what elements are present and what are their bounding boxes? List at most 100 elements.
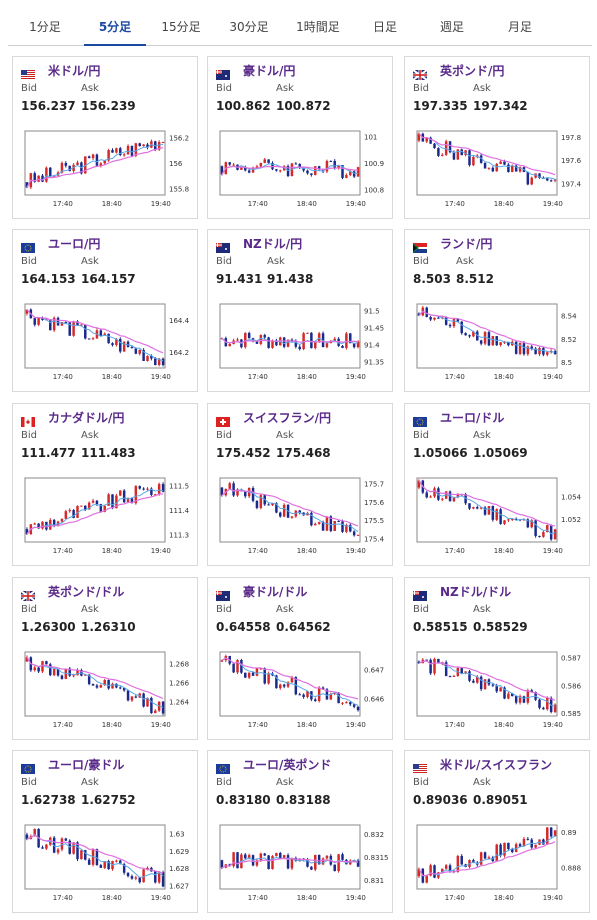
candle-body bbox=[352, 171, 356, 177]
pair-name[interactable]: 米ドル/スイスフラン bbox=[440, 757, 553, 772]
chart-container[interactable]: 1.054 1.052 17:40 18:40 19:40 bbox=[413, 474, 585, 558]
candle-body bbox=[115, 495, 118, 509]
candle-body bbox=[142, 869, 145, 883]
currency-card[interactable]: ユーロ/英ポンド Bid Ask 0.83180 0.83188 0.832 0.8315 0… bbox=[207, 750, 393, 913]
candle-body bbox=[468, 335, 471, 337]
candle-body bbox=[321, 858, 325, 865]
pair-name[interactable]: カナダドル/円 bbox=[48, 410, 125, 425]
chart-frame bbox=[416, 130, 558, 196]
chart-container[interactable]: 164.4 164.2 17:40 18:40 19:40 bbox=[21, 300, 193, 384]
chart-container[interactable]: 1.268 1.266 1.264 17:40 18:40 19:40 bbox=[21, 648, 193, 732]
x-tick-label: 19:40 bbox=[543, 894, 563, 902]
pair-name[interactable]: ランド/円 bbox=[440, 236, 493, 251]
currency-card[interactable]: 英ポンド/ドル Bid Ask 1.26300 1.26310 1.268 1.266 1.2… bbox=[12, 577, 198, 740]
candle-body bbox=[37, 317, 40, 325]
candle-body bbox=[119, 860, 122, 865]
candle-body bbox=[161, 701, 165, 714]
card-header: NZドル/円 bbox=[216, 235, 303, 253]
pair-name[interactable]: 米ドル/円 bbox=[48, 63, 101, 78]
candle-body bbox=[275, 675, 278, 689]
candle-body bbox=[282, 504, 286, 517]
pair-name[interactable]: NZドル/円 bbox=[243, 236, 303, 251]
chart-container[interactable]: 0.647 0.646 17:40 18:40 19:40 bbox=[216, 648, 388, 732]
y-tick-label: 1.63 bbox=[169, 831, 185, 839]
x-tick-label: 18:40 bbox=[494, 373, 514, 381]
candle-body bbox=[126, 872, 130, 877]
candle-body bbox=[275, 169, 278, 171]
chart-container[interactable]: 101 100.9 100.8 17:40 18:40 19:40 bbox=[216, 127, 388, 211]
candle-body bbox=[142, 488, 145, 490]
candle-body bbox=[553, 351, 557, 354]
candle-body bbox=[437, 658, 440, 664]
ask-label: Ask bbox=[276, 430, 294, 441]
pair-name[interactable]: 英ポンド/ドル bbox=[48, 584, 125, 599]
candle-body bbox=[275, 503, 278, 513]
candle-body bbox=[91, 338, 95, 340]
chart-container[interactable]: 1.63 1.629 1.628 1.627 17:40 18:40 19:40 bbox=[21, 821, 193, 905]
chart-container[interactable]: 0.89 0.888 17:40 18:40 19:40 bbox=[413, 821, 585, 905]
pair-name[interactable]: NZドル/ドル bbox=[440, 584, 512, 599]
bid-value: 164.153 bbox=[21, 272, 76, 286]
candle-body bbox=[302, 694, 305, 698]
pair-name[interactable]: ユーロ/英ポンド bbox=[243, 757, 332, 772]
candle-body bbox=[80, 850, 83, 860]
pair-name[interactable]: ユーロ/円 bbox=[48, 236, 101, 251]
chart-container[interactable]: 0.587 0.586 0.585 17:40 18:40 19:40 bbox=[413, 648, 585, 732]
chart-container[interactable]: 197.8 197.6 197.4 17:40 18:40 19:40 bbox=[413, 127, 585, 211]
candle-body bbox=[294, 163, 298, 165]
tab-7[interactable]: 月足 bbox=[507, 20, 532, 34]
candle-body bbox=[444, 662, 448, 677]
currency-card[interactable]: スイスフラン/円 Bid Ask 175.452 175.468 175.7 175.6 17… bbox=[207, 403, 393, 566]
tab-3[interactable]: 30分足 bbox=[229, 20, 269, 34]
currency-card[interactable]: ランド/円 Bid Ask 8.503 8.512 8.54 8.52 8.5 17:40 18:… bbox=[404, 229, 590, 392]
candle-body bbox=[460, 855, 463, 865]
currency-card[interactable]: ユーロ/ドル Bid Ask 1.05066 1.05069 1.054 1.052 17:4… bbox=[404, 403, 590, 566]
currency-card[interactable]: ユーロ/豪ドル Bid Ask 1.62738 1.62752 1.63 1.629 1.62… bbox=[12, 750, 198, 913]
candle-body bbox=[479, 676, 483, 690]
candle-body bbox=[491, 336, 495, 346]
tab-1[interactable]: 5分足 bbox=[84, 9, 146, 46]
y-tick-label: 100.9 bbox=[364, 160, 384, 168]
currency-card[interactable]: ユーロ/円 Bid Ask 164.153 164.157 164.4 164.2 17:40… bbox=[12, 229, 198, 392]
currency-card[interactable]: 米ドル/円 Bid Ask 156.237 156.239 156.2 156 155.8 17… bbox=[12, 56, 198, 219]
candle-body bbox=[279, 852, 282, 859]
candle-body bbox=[150, 355, 153, 359]
candle-body bbox=[518, 167, 522, 172]
currency-card[interactable]: NZドル/円 Bid Ask 91.431 91.438 91.5 91.45 91.4 91.… bbox=[207, 229, 393, 392]
pair-name[interactable]: ユーロ/豪ドル bbox=[48, 757, 125, 772]
currency-card[interactable]: 豪ドル/ドル Bid Ask 0.64558 0.64562 0.647 0.646 17:4… bbox=[207, 577, 393, 740]
currency-card[interactable]: 豪ドル/円 Bid Ask 100.862 100.872 101 100.9 100.8 17… bbox=[207, 56, 393, 219]
pair-name[interactable]: 豪ドル/ドル bbox=[243, 584, 308, 599]
pair-name[interactable]: 英ポンド/円 bbox=[440, 63, 505, 78]
tab-5[interactable]: 日足 bbox=[372, 20, 397, 34]
candle-body bbox=[255, 341, 259, 344]
currency-card[interactable]: カナダドル/円 Bid Ask 111.477 111.483 111.5 111.4 111… bbox=[12, 403, 198, 566]
candle-body bbox=[68, 165, 71, 171]
eu-flag-icon bbox=[21, 238, 35, 253]
candle-body bbox=[483, 679, 487, 690]
tab-6[interactable]: 週足 bbox=[439, 20, 464, 34]
currency-card[interactable]: 英ポンド/円 Bid Ask 197.335 197.342 197.8 197.6 197.… bbox=[404, 56, 590, 219]
pair-name[interactable]: ユーロ/ドル bbox=[440, 410, 505, 425]
pair-name[interactable]: スイスフラン/円 bbox=[243, 410, 332, 425]
currency-card[interactable]: 米ドル/スイスフラン Bid Ask 0.89036 0.89051 0.89 0.888 1… bbox=[404, 750, 590, 913]
candle-body bbox=[341, 165, 344, 178]
currency-card[interactable]: NZドル/ドル Bid Ask 0.58515 0.58529 0.587 0.586 0.5… bbox=[404, 577, 590, 740]
chart-container[interactable]: 175.7 175.6 175.5 175.4 17:40 18:40 19:40 bbox=[216, 474, 388, 558]
chart-container[interactable]: 8.54 8.52 8.5 17:40 18:40 19:40 bbox=[413, 300, 585, 384]
chart-container[interactable]: 0.832 0.8315 0.831 17:40 18:40 19:40 bbox=[216, 821, 389, 905]
tab-2[interactable]: 15分足 bbox=[161, 20, 201, 34]
chart-container[interactable]: 91.5 91.45 91.4 91.35 17:40 18:40 19:40 bbox=[216, 300, 388, 384]
chart-container[interactable]: 156.2 156 155.8 17:40 18:40 19:40 bbox=[21, 127, 193, 211]
tab-0[interactable]: 1分足 bbox=[29, 20, 61, 34]
ask-value: 0.83188 bbox=[276, 793, 331, 807]
pair-name[interactable]: 豪ドル/円 bbox=[243, 63, 296, 78]
candle-body bbox=[290, 857, 294, 869]
x-tick-label: 17:40 bbox=[445, 200, 465, 208]
candle-body bbox=[220, 487, 224, 496]
chart-container[interactable]: 111.5 111.4 111.3 17:40 18:40 19:40 bbox=[21, 474, 193, 558]
candle-body bbox=[514, 844, 518, 852]
tab-4[interactable]: 1時間足 bbox=[296, 20, 340, 34]
candle-body bbox=[259, 162, 263, 167]
candle-body bbox=[263, 335, 266, 338]
